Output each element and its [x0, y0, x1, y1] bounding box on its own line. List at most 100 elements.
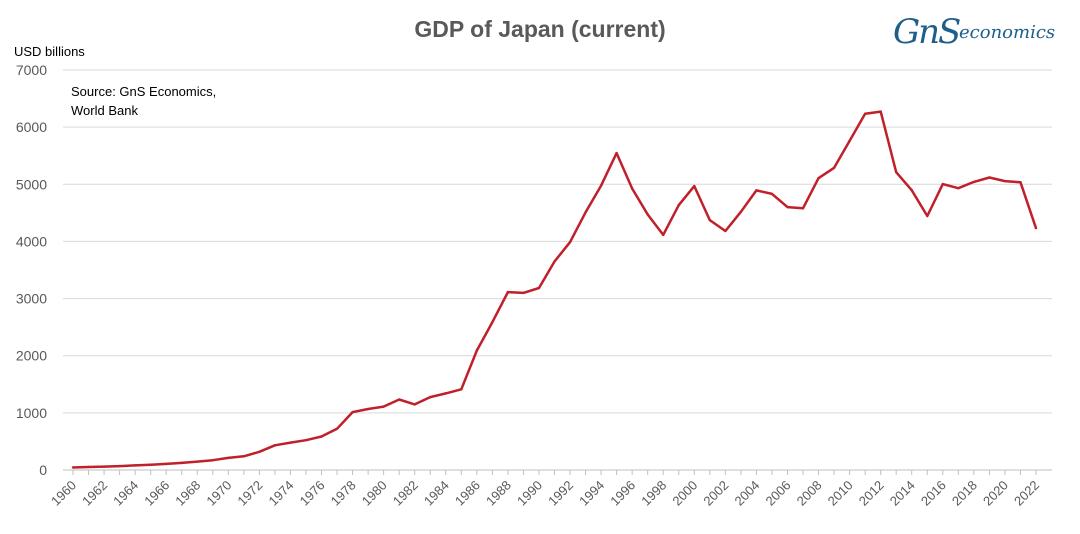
data-point [537, 286, 541, 290]
data-point [164, 462, 168, 466]
data-point [584, 211, 587, 214]
data-point [242, 455, 246, 458]
data-point [1003, 179, 1007, 183]
x-tick-label: 1986 [452, 478, 483, 509]
y-tick-label: 3000 [16, 291, 47, 307]
data-point [211, 458, 214, 462]
data-point [289, 441, 292, 444]
x-tick-label: 1962 [79, 478, 110, 509]
data-point [724, 229, 727, 233]
gns-economics-logo: GnS economics [893, 12, 1056, 60]
data-point [708, 218, 712, 222]
data-point [786, 205, 789, 209]
data-point [941, 182, 945, 186]
data-point [693, 184, 696, 188]
data-point [444, 392, 447, 395]
data-point [739, 210, 743, 213]
x-tick-label: 1996 [607, 478, 638, 509]
data-point [118, 464, 121, 468]
data-point [413, 403, 416, 406]
data-point [133, 464, 137, 467]
data-point [832, 166, 836, 169]
data-point [553, 260, 556, 263]
x-tick-label: 1990 [514, 478, 545, 509]
x-tick-label: 2008 [794, 478, 825, 509]
data-point [102, 465, 106, 468]
data-point [662, 233, 665, 237]
data-point [755, 189, 758, 192]
data-point [273, 444, 277, 447]
data-point [491, 320, 494, 324]
data-point [149, 463, 152, 466]
data-point [910, 188, 913, 192]
x-tick-label: 2020 [980, 478, 1011, 509]
x-tick-label: 2004 [731, 478, 762, 509]
data-point [1019, 181, 1022, 184]
data-point [615, 151, 618, 155]
data-point [801, 207, 805, 210]
data-point [957, 187, 960, 190]
source-note: Source: GnS Economics, World Bank [71, 82, 216, 120]
x-tick-label: 1960 [48, 478, 79, 509]
data-point [71, 466, 75, 469]
y-tick-label: 5000 [16, 176, 47, 192]
data-point [320, 435, 323, 438]
x-tick-label: 1964 [110, 478, 141, 509]
x-tick-label: 1968 [172, 478, 203, 509]
x-tick-label: 2016 [918, 478, 949, 509]
y-tick-label: 6000 [16, 119, 47, 135]
x-tick-label: 1966 [141, 478, 172, 509]
source-line: Source: GnS Economics, [71, 84, 217, 99]
data-point [926, 214, 929, 218]
y-tick-label: 0 [39, 462, 47, 478]
data-point [87, 465, 90, 469]
data-point [988, 176, 991, 179]
x-tick-label: 1974 [266, 478, 297, 509]
x-tick-label: 2010 [825, 478, 856, 509]
y-tick-label: 7000 [16, 62, 47, 78]
data-point [506, 290, 510, 294]
x-tick-label: 2000 [669, 478, 700, 509]
data-point [879, 110, 882, 113]
data-point [972, 180, 976, 184]
x-tick-label: 2022 [1011, 478, 1042, 509]
y-tick-label: 2000 [16, 348, 47, 364]
data-point [895, 170, 898, 174]
data-point [770, 192, 774, 196]
logo-monogram: GnS [893, 12, 961, 52]
data-point [196, 460, 199, 463]
x-tick-label: 2018 [949, 478, 980, 509]
source-line: World Bank [71, 103, 138, 118]
x-tick-label: 1972 [234, 478, 265, 509]
data-point [863, 112, 867, 116]
data-point [630, 187, 634, 190]
data-point [335, 427, 339, 430]
x-tick-label: 1998 [638, 478, 669, 509]
series-line-gdp [72, 110, 1038, 469]
logo-wordmark: economics [959, 22, 1056, 43]
x-tick-label: 2012 [856, 478, 887, 509]
data-point [429, 395, 432, 399]
data-point [1034, 226, 1038, 230]
x-tick-label: 1988 [483, 478, 514, 509]
data-point [351, 410, 354, 414]
x-tick-label: 1982 [390, 478, 421, 509]
data-point [180, 461, 183, 465]
data-point [382, 405, 385, 408]
x-tick-label: 1994 [576, 478, 607, 509]
data-point [677, 203, 680, 207]
data-point [397, 398, 401, 401]
x-tick-label: 1978 [328, 478, 359, 509]
chart-title: GDP of Japan (current) [414, 16, 666, 42]
data-point [227, 456, 230, 460]
data-point [258, 450, 261, 454]
data-point [460, 388, 463, 391]
x-tick-label: 2002 [700, 478, 731, 509]
data-point [366, 407, 370, 411]
x-tick-label: 1976 [297, 478, 328, 509]
data-point [304, 439, 308, 442]
x-tick-label: 2006 [763, 478, 794, 509]
y-tick-label: 1000 [16, 405, 47, 421]
data-point [817, 177, 820, 180]
